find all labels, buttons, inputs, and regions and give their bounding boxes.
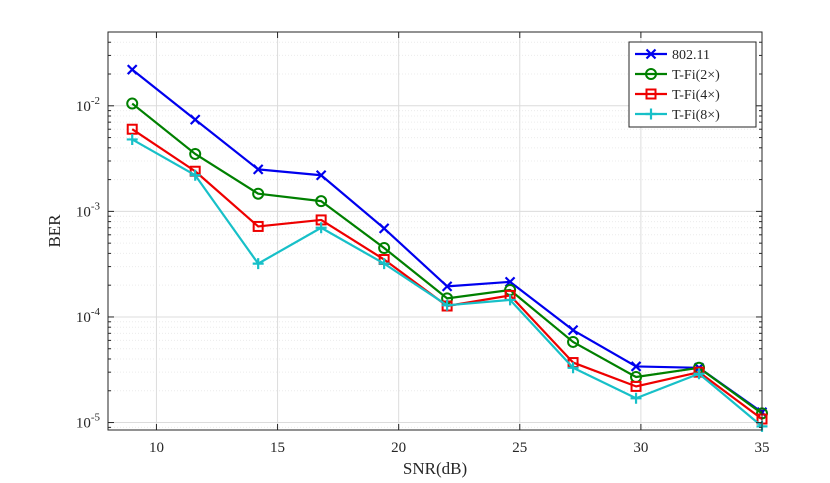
x-tick-label: 35 (755, 440, 770, 456)
y-tick-exponent: -3 (91, 200, 101, 212)
data-point (252, 220, 264, 232)
data-point (252, 164, 264, 175)
legend: 802.11 T-Fi(2×) T-Fi(4×) T-Fi(8×) (628, 41, 757, 128)
y-tick-label: 10-2 (76, 95, 100, 115)
data-point (315, 195, 328, 208)
legend-entry: T-Fi(2×) (635, 68, 720, 83)
y-tick-base: 10 (76, 310, 91, 326)
data-point (315, 222, 327, 234)
y-tick-labels: 10-510-410-310-2 (76, 95, 101, 432)
legend-label: 802.11 (672, 48, 710, 63)
data-point (378, 223, 390, 234)
legend-label: T-Fi(8×) (672, 108, 720, 123)
y-tick-exponent: -4 (91, 306, 101, 318)
data-point (189, 114, 201, 125)
data-point (504, 294, 516, 306)
ticks (108, 32, 763, 430)
data-point (378, 241, 391, 254)
axes-box (107, 31, 763, 431)
legend-swatch-marker (645, 108, 657, 120)
data-point (126, 123, 138, 135)
data-point (189, 169, 201, 181)
y-tick-exponent: -2 (91, 95, 100, 107)
data-point (567, 335, 580, 348)
y-axis-label: BER (45, 214, 64, 248)
data-point (315, 169, 327, 181)
series-0 (126, 64, 768, 418)
data-point (378, 258, 390, 270)
data-point (441, 299, 453, 311)
data-point (126, 133, 138, 145)
data-point (126, 97, 139, 110)
data-point (252, 258, 264, 270)
legend-label: T-Fi(4×) (672, 88, 720, 103)
legend-swatch-marker (645, 48, 657, 60)
legend-entry: 802.11 (635, 48, 710, 63)
legend-label: T-Fi(2×) (672, 68, 720, 83)
x-tick-label: 15 (270, 440, 285, 456)
x-tick-label: 10 (149, 440, 164, 456)
y-tick-base: 10 (76, 416, 91, 432)
y-tick-label: 10-5 (76, 412, 101, 432)
legend-entry: T-Fi(8×) (635, 108, 720, 123)
y-tick-label: 10-3 (76, 200, 101, 220)
series-layer (126, 64, 768, 432)
x-tick-label: 25 (512, 440, 527, 456)
x-tick-label: 20 (391, 440, 406, 456)
data-point (252, 187, 265, 200)
data-point (693, 368, 705, 380)
legend-swatch-marker (645, 68, 657, 80)
data-point (630, 380, 642, 392)
x-axis-label: SNR(dB) (403, 459, 467, 478)
y-tick-base: 10 (76, 99, 91, 115)
data-point (630, 392, 642, 404)
data-point (189, 147, 202, 160)
y-tick-label: 10-4 (76, 306, 101, 326)
series-line (131, 102, 763, 415)
y-tick-exponent: -5 (91, 412, 101, 424)
grid (108, 32, 763, 430)
legend-swatch-marker (645, 88, 657, 100)
data-point (567, 324, 579, 336)
series-3 (126, 133, 768, 432)
y-tick-base: 10 (76, 204, 91, 220)
data-point (630, 361, 642, 372)
data-point (567, 362, 579, 374)
data-point (126, 64, 138, 75)
x-tick-label: 30 (633, 440, 648, 456)
data-point (441, 281, 453, 292)
x-tick-labels: 10 15 20 25 30 35 (149, 440, 770, 456)
legend-entry: T-Fi(4×) (635, 88, 720, 103)
